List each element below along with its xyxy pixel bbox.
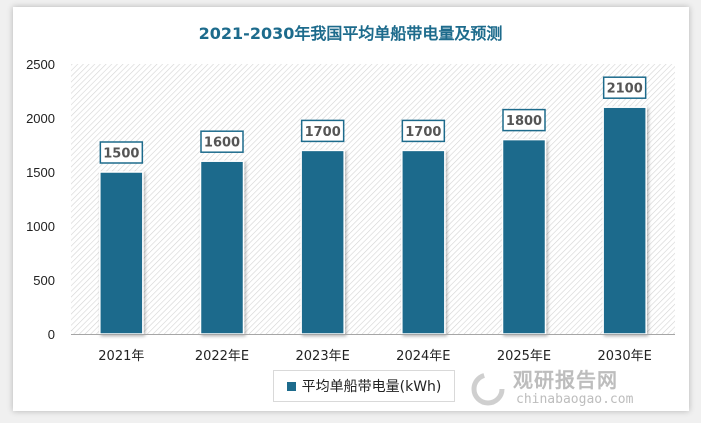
watermark-logo-icon — [471, 372, 505, 406]
plot-area — [71, 64, 675, 334]
x-tick-label: 2024年E — [396, 349, 450, 364]
bar — [199, 160, 245, 335]
data-label-box — [602, 76, 647, 99]
data-label: 1600 — [204, 136, 240, 151]
watermark-cn: 观研报告网 — [513, 368, 618, 392]
data-label: 1700 — [405, 125, 441, 140]
x-tick-label: 2025年E — [497, 349, 551, 364]
data-label-box — [200, 130, 244, 153]
y-tick-label: 0 — [48, 327, 55, 342]
data-label-box — [300, 119, 345, 143]
y-tick-label: 2500 — [26, 57, 55, 72]
data-label-box — [401, 119, 446, 143]
data-label: 1800 — [506, 114, 542, 129]
y-tick-label: 1500 — [26, 165, 55, 180]
x-tick-label: 2021年 — [98, 349, 144, 364]
legend-label: 平均单船带电量(kWh) — [301, 379, 442, 395]
legend-swatch — [286, 381, 296, 391]
bar — [300, 149, 345, 335]
y-tick-label: 500 — [33, 273, 55, 288]
data-label: 2100 — [607, 82, 643, 97]
data-label: 1500 — [103, 147, 139, 162]
bar — [99, 171, 144, 335]
legend: 平均单船带电量(kWh) — [273, 370, 455, 402]
bar — [401, 149, 446, 335]
data-label-box — [502, 108, 546, 132]
y-tick-label: 2000 — [26, 111, 55, 126]
chart-title: 2021-2030年我国平均单船带电量及预测 — [198, 24, 503, 43]
x-tick-label: 2030年E — [598, 349, 652, 364]
data-label-box — [99, 141, 144, 164]
data-label: 1700 — [305, 125, 341, 140]
x-tick-label: 2022年E — [195, 349, 249, 364]
x-tick-label: 2023年E — [296, 349, 350, 364]
bar — [602, 106, 647, 335]
y-tick-label: 1000 — [26, 219, 55, 234]
watermark-en: chinabaogao.com — [516, 392, 634, 407]
bar — [501, 138, 547, 335]
